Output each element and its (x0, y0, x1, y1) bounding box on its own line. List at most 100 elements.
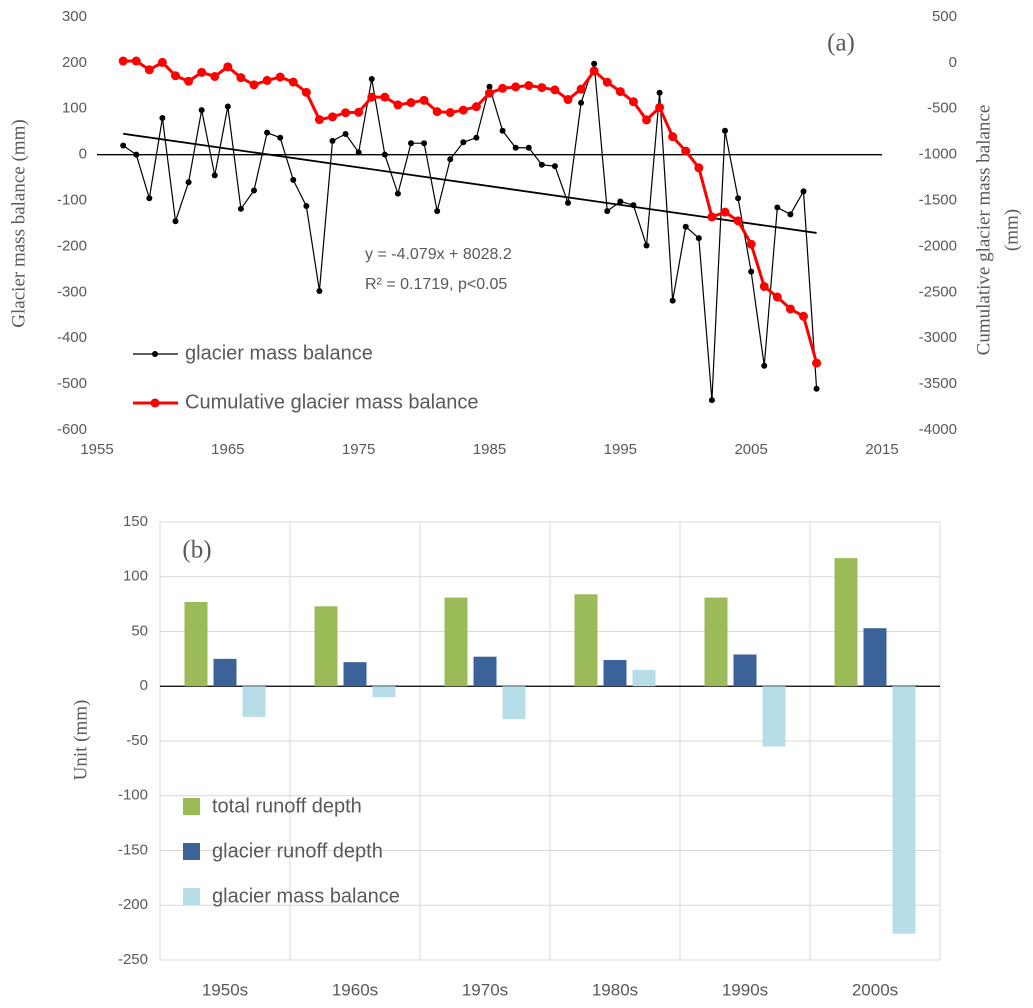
data-point (746, 239, 756, 249)
data-point (210, 71, 220, 81)
data-point (251, 187, 257, 194)
data-point (328, 112, 337, 122)
data-point (512, 144, 519, 151)
legend-marker (150, 398, 160, 408)
data-point (421, 140, 428, 147)
data-point (799, 311, 808, 321)
data-point (355, 149, 362, 156)
data-point (538, 161, 545, 168)
y-tick-label: -600 (57, 421, 87, 438)
y-tick-label: 200 (62, 54, 87, 71)
data-point (617, 198, 624, 205)
data-point (591, 60, 598, 67)
data-point (301, 87, 311, 97)
data-point (668, 132, 678, 142)
data-point (264, 129, 271, 136)
legend-swatch (183, 888, 200, 905)
y-tick-label: -300 (57, 283, 87, 300)
data-point (146, 195, 153, 202)
y2-tick-label: -1500 (919, 192, 957, 209)
bar (184, 601, 208, 687)
y-tick-label: 100 (123, 568, 148, 585)
data-point (224, 103, 231, 110)
y2-axis-title: Cumulative glacier mass balance (973, 105, 994, 356)
y-tick-label: -400 (57, 329, 87, 346)
data-point (772, 292, 782, 302)
data-point (460, 139, 467, 146)
data-point (249, 80, 259, 90)
bar (603, 659, 627, 687)
data-point (722, 127, 728, 134)
data-point (172, 218, 179, 225)
bar (892, 686, 916, 934)
data-point (406, 98, 416, 108)
x-tick-label: 1955 (80, 441, 113, 458)
x-tick-label: 1950s (202, 980, 248, 999)
y2-tick-label: -1000 (919, 146, 957, 163)
y-tick-label: -100 (118, 787, 148, 804)
data-point (118, 56, 128, 66)
data-point (473, 134, 480, 141)
data-point (525, 144, 532, 151)
x-tick-label: 1960s (332, 980, 378, 999)
annotation: R² = 0.1719, p<0.05 (365, 276, 507, 293)
series-line (122, 63, 818, 401)
data-point (367, 92, 377, 102)
data-point (184, 76, 194, 86)
x-tick-label: 1965 (211, 441, 244, 458)
legend-marker (152, 351, 158, 357)
y2-tick-label: 500 (932, 8, 957, 25)
data-point (681, 146, 691, 156)
data-point (812, 358, 822, 368)
legend-swatch (183, 798, 200, 815)
data-point (787, 211, 794, 218)
x-tick-label: 1980s (592, 980, 638, 999)
data-point (576, 84, 586, 94)
data-point (316, 287, 323, 294)
y2-tick-label: -2500 (919, 283, 957, 300)
data-point (380, 92, 390, 102)
y-tick-label: -50 (126, 732, 148, 749)
data-point (643, 242, 650, 249)
bar (733, 654, 757, 687)
bar (834, 558, 858, 687)
data-point (408, 140, 414, 147)
data-point (563, 95, 573, 105)
data-point (198, 107, 205, 114)
data-point (759, 281, 769, 291)
legend-label: glacier runoff depth (212, 840, 383, 862)
data-point (237, 205, 244, 212)
data-point (394, 190, 401, 197)
data-point (707, 212, 717, 222)
y-tick-label: 0 (79, 146, 87, 163)
annotation: y = -4.079x + 8028.2 (365, 246, 512, 263)
data-point (774, 204, 781, 211)
y-tick-label: 0 (140, 677, 148, 694)
y2-tick-label: -2000 (919, 237, 957, 254)
x-tick-label: 1970s (462, 980, 508, 999)
data-point (630, 202, 637, 209)
y-tick-label: 100 (62, 100, 87, 117)
data-point (342, 131, 349, 138)
data-point (262, 75, 272, 85)
data-point (550, 85, 560, 95)
data-point (303, 203, 310, 210)
y-tick-label: -150 (118, 841, 148, 858)
y2-tick-label: 0 (949, 54, 957, 71)
data-point (537, 83, 547, 93)
bar (502, 686, 526, 720)
x-tick-label: 2000s (852, 980, 898, 999)
data-point (682, 223, 689, 230)
data-point (471, 102, 481, 112)
data-point (669, 297, 676, 304)
data-point (445, 108, 455, 118)
data-point (694, 163, 704, 173)
data-point (171, 71, 180, 81)
data-point (223, 62, 233, 72)
data-point (486, 83, 493, 90)
y-tick-label: -200 (57, 237, 87, 254)
data-point (655, 102, 665, 112)
bar (762, 686, 786, 747)
panel-label: (b) (182, 537, 211, 564)
x-tick-label: 1995 (604, 441, 637, 458)
